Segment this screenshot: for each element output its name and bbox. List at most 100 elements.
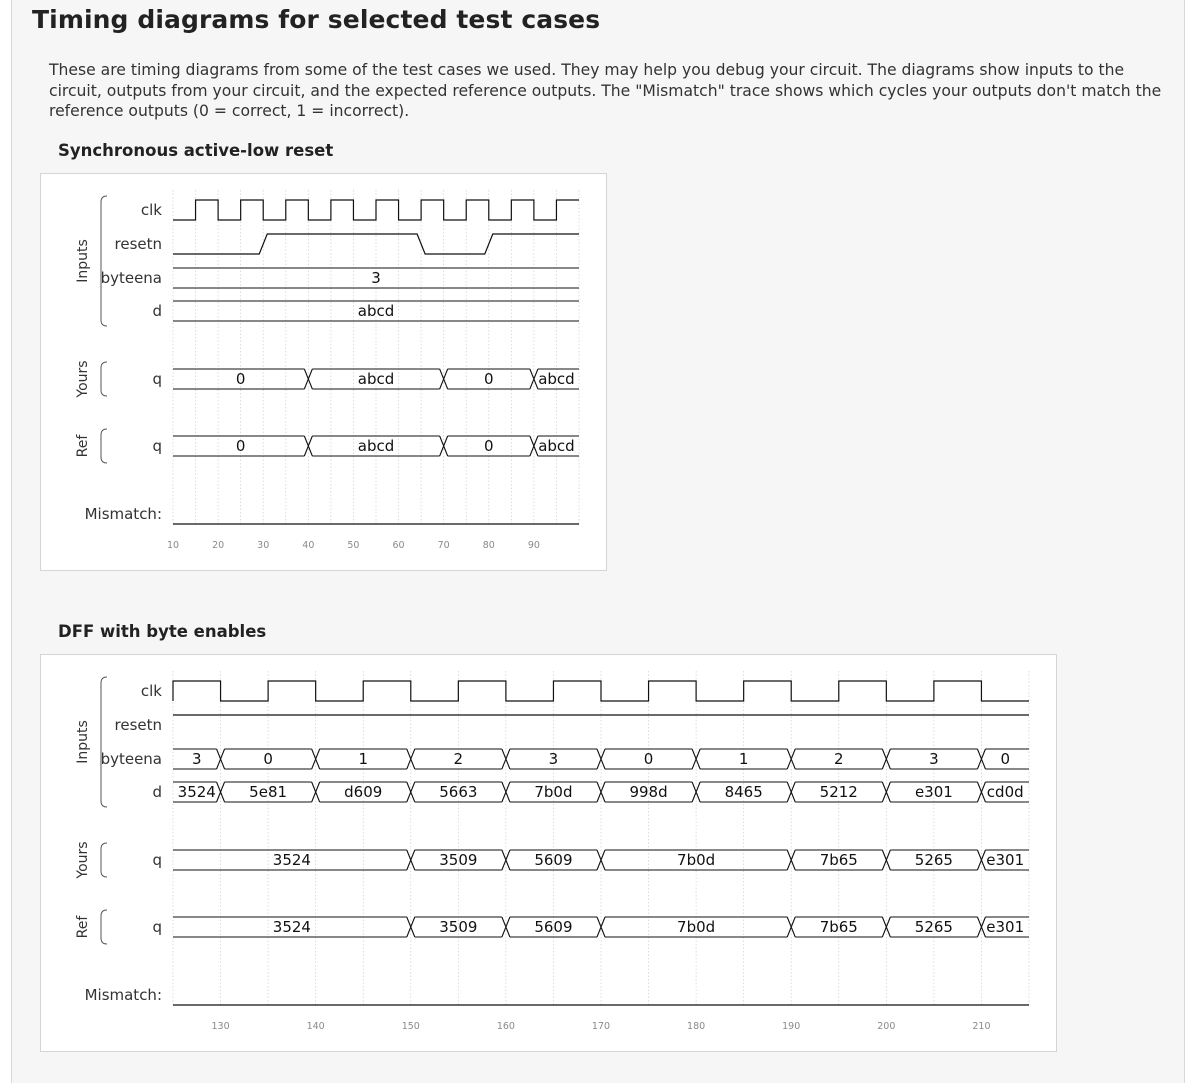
bus-segment-yours_q <box>303 368 440 390</box>
bus-value-d: 5212 <box>820 783 858 801</box>
bus-value-ref_q: abcd <box>538 437 574 455</box>
bus-segment-yours_q <box>976 849 1029 871</box>
bus-value-byteena: 0 <box>263 750 273 768</box>
bus-value-ref_q: 5265 <box>915 918 953 936</box>
bus-value-ref_q: 3509 <box>439 918 477 936</box>
signal-label-mismatch: Mismatch: <box>85 505 162 523</box>
bus-value-yours_q: 5609 <box>534 851 572 869</box>
timing-diagram-byteena: Inputs Yours Ref clk resetn byteena d q q Mismatc… <box>40 654 1057 1052</box>
bus-segment-d <box>881 781 978 803</box>
bus-value-byteena: 2 <box>834 750 844 768</box>
bus-value-yours_q: 0 <box>236 370 246 388</box>
group-bracket-yours <box>100 361 108 397</box>
signal-label-ref_q: q <box>152 918 162 936</box>
bus-value-ref_q: 0 <box>236 437 246 455</box>
bus-value-d: 5e81 <box>249 783 287 801</box>
signal-label-byteena: byteena <box>101 269 162 287</box>
bus-segment-d <box>406 781 502 803</box>
group-label-yours: Yours <box>75 360 91 398</box>
bus-value-yours_q: e301 <box>986 851 1024 869</box>
content-panel: Timing diagrams for selected test cases … <box>11 0 1185 1083</box>
group-label-inputs: Inputs <box>75 720 91 764</box>
bus-value-byteena: 1 <box>358 750 368 768</box>
wave-clk <box>172 680 1029 702</box>
bus-segment-byteena <box>173 267 579 289</box>
bus-segment-yours_q <box>881 849 978 871</box>
bus-value-byteena: 3 <box>929 750 939 768</box>
bus-segment-d <box>596 781 693 803</box>
bus-segment-ref_q <box>303 435 440 457</box>
bus-value-byteena: 0 <box>1000 750 1010 768</box>
time-tick-label: 130 <box>211 1021 229 1032</box>
time-tick-label: 170 <box>592 1021 610 1032</box>
page-title: Timing diagrams for selected test cases <box>32 5 601 34</box>
bus-segment-byteena <box>173 748 217 770</box>
timing-diagram-svg-reset: Inputs Yours Ref clk resetn byteena d q q Mismatc… <box>75 190 580 551</box>
group-bracket-yours <box>100 842 108 878</box>
bus-value-ref_q: 3524 <box>273 918 311 936</box>
time-tick-label: 40 <box>302 540 314 551</box>
time-tick-label: 160 <box>497 1021 515 1032</box>
bus-value-d: 5663 <box>439 783 477 801</box>
group-label-ref: Ref <box>75 915 91 939</box>
wave-clk <box>173 199 579 221</box>
group-label-ref: Ref <box>75 434 91 458</box>
signal-label-yours_q: q <box>152 370 162 388</box>
group-label-inputs: Inputs <box>75 239 91 283</box>
bus-value-byteena: 3 <box>549 750 559 768</box>
bus-segment-yours_q <box>529 368 579 390</box>
bus-segment-yours_q <box>173 368 305 390</box>
bus-segment-d <box>501 781 597 803</box>
bus-segment-byteena <box>881 748 978 770</box>
bus-segment-ref_q <box>501 916 597 938</box>
bus-value-yours_q: abcd <box>358 370 394 388</box>
bus-segment-yours_q <box>786 849 883 871</box>
signal-label-mismatch: Mismatch: <box>85 986 162 1004</box>
bus-segment-yours_q <box>501 849 597 871</box>
bus-segment-d <box>173 300 579 322</box>
signal-label-d: d <box>152 783 162 801</box>
bus-segment-byteena <box>216 748 312 770</box>
section-title-byteena: DFF with byte enables <box>58 622 267 641</box>
bus-segment-yours_q <box>596 849 788 871</box>
timing-diagram-reset: Inputs Yours Ref clk resetn byteena d q q Mismatc… <box>40 173 607 571</box>
bus-segment-yours_q <box>439 368 530 390</box>
bus-segment-d <box>173 781 217 803</box>
group-bracket-ref <box>100 428 108 464</box>
timing-diagram-svg-byteena: Inputs Yours Ref clk resetn byteena d q q Mismatc… <box>75 671 1030 1032</box>
bus-segment-yours_q <box>173 849 407 871</box>
bus-segment-byteena <box>311 748 407 770</box>
bus-segment-d <box>976 781 1029 803</box>
bus-value-ref_q: 5609 <box>534 918 572 936</box>
bus-segment-d <box>691 781 788 803</box>
signal-label-yours_q: q <box>152 851 162 869</box>
bus-segment-d <box>311 781 407 803</box>
bus-segment-ref_q <box>173 435 305 457</box>
bus-segment-ref_q <box>406 916 502 938</box>
bus-value-byteena: 1 <box>739 750 749 768</box>
bus-segment-yours_q <box>406 849 502 871</box>
time-tick-label: 180 <box>687 1021 705 1032</box>
bus-value-d: 3524 <box>178 783 216 801</box>
bus-value-yours_q: abcd <box>538 370 574 388</box>
time-tick-label: 80 <box>483 540 495 551</box>
bus-segment-ref_q <box>976 916 1029 938</box>
bus-value-d: 8465 <box>725 783 763 801</box>
signal-label-d: d <box>152 302 162 320</box>
bus-value-ref_q: 7b65 <box>820 918 858 936</box>
bus-value-byteena: 0 <box>644 750 654 768</box>
bus-value-byteena: 3 <box>192 750 202 768</box>
time-tick-label: 70 <box>438 540 450 551</box>
time-tick-label: 30 <box>257 540 269 551</box>
wave-resetn <box>173 233 579 255</box>
group-label-yours: Yours <box>75 841 91 879</box>
bus-value-yours_q: 7b0d <box>677 851 715 869</box>
time-tick-label: 150 <box>402 1021 420 1032</box>
bus-value-d: abcd <box>358 302 394 320</box>
group-bracket-inputs <box>100 195 108 327</box>
bus-value-yours_q: 3509 <box>439 851 477 869</box>
signal-label-resetn: resetn <box>115 235 163 253</box>
bus-segment-byteena <box>691 748 788 770</box>
signal-label-clk: clk <box>141 682 162 700</box>
bus-value-ref_q: 7b0d <box>677 918 715 936</box>
